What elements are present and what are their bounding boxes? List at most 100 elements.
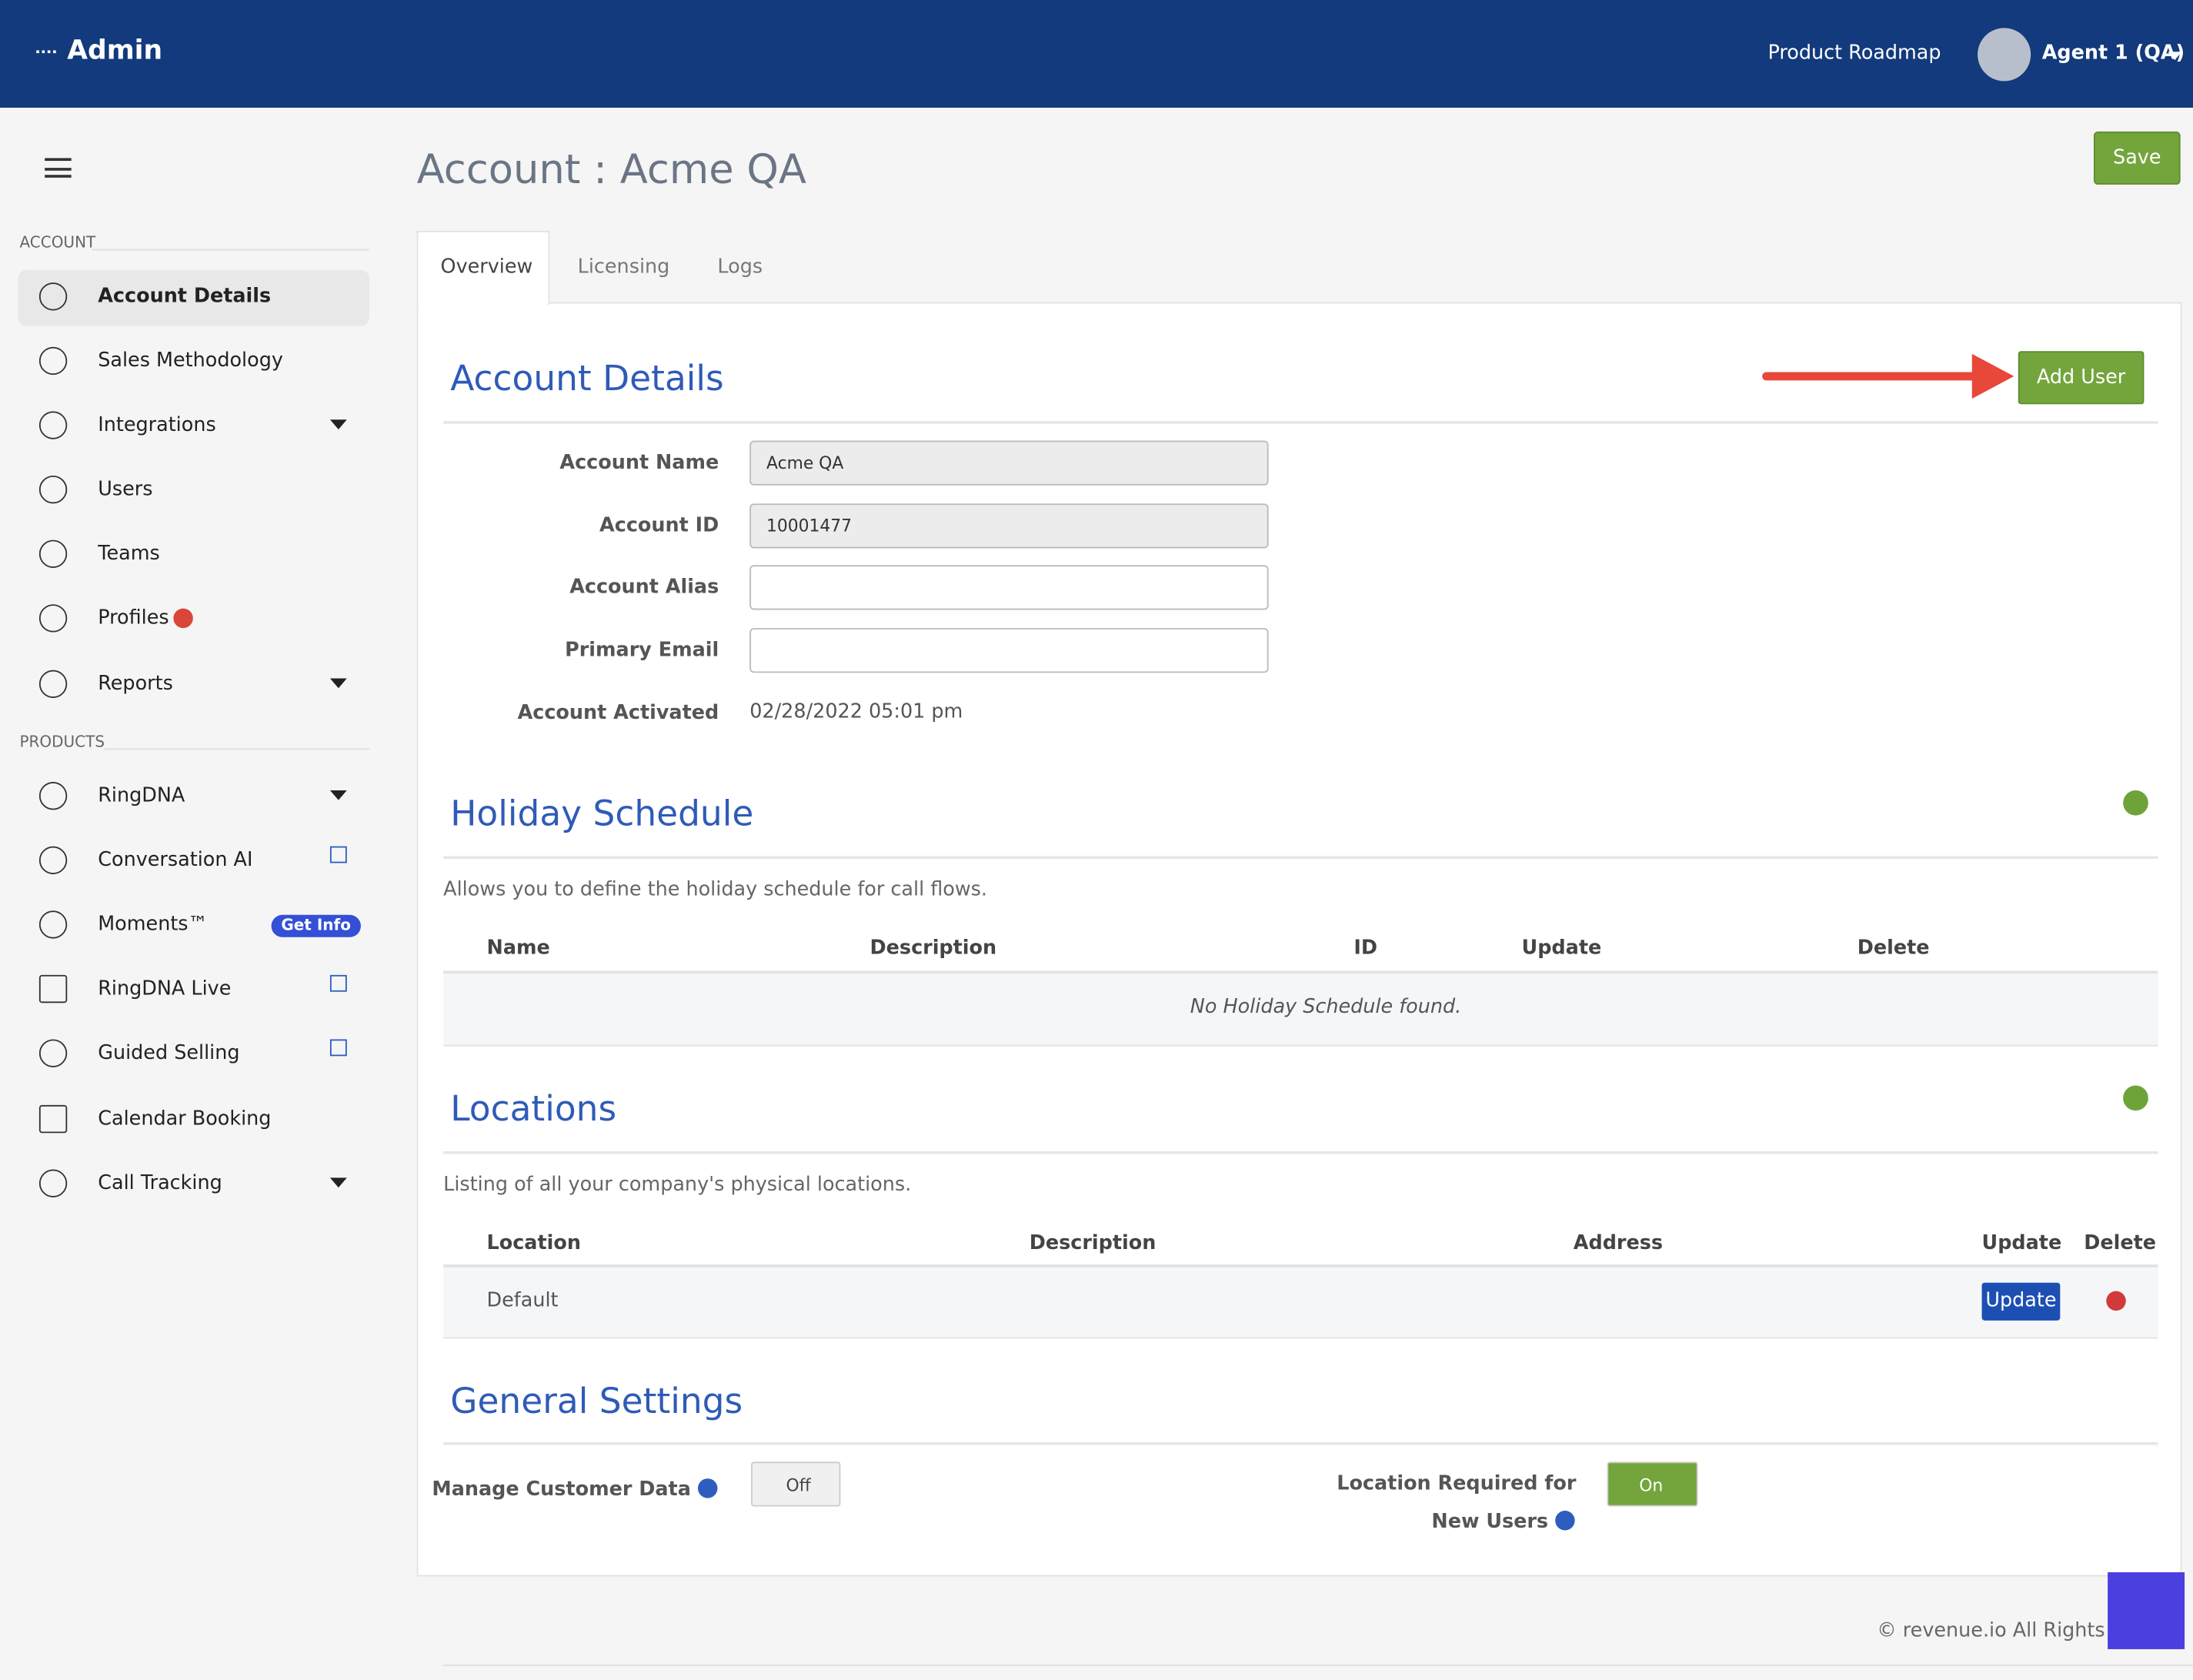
nav-item[interactable]: Integrations: [98, 414, 216, 437]
tab[interactable]: Overview: [440, 256, 533, 279]
avatar[interactable]: [1978, 28, 2031, 82]
brand[interactable]: Admin: [67, 35, 163, 66]
nav-item[interactable]: Account Details: [98, 285, 272, 308]
input: 10001477: [749, 503, 1269, 549]
column-header: Update: [1521, 937, 1602, 960]
tab[interactable]: Licensing: [577, 256, 670, 279]
column-header: Update: [1981, 1232, 2062, 1255]
badge[interactable]: Get Info: [271, 914, 361, 937]
toggle-on[interactable]: On: [1607, 1461, 1698, 1507]
caret: [329, 1177, 347, 1188]
nav-icon: [38, 604, 68, 633]
page-title: Account : Acme QA: [416, 145, 806, 193]
external-icon: [329, 1039, 347, 1057]
nav-icon: [38, 974, 68, 1004]
nav-item[interactable]: Sales Methodology: [98, 349, 283, 372]
tab[interactable]: Logs: [717, 256, 763, 279]
nav-icon: [38, 346, 68, 376]
nav-icon: [38, 782, 68, 810]
empty-text: No Holiday Schedule found.: [1190, 996, 1462, 1019]
active-item: [18, 269, 369, 326]
nav-icon: [38, 539, 68, 568]
input: Acme QA: [749, 440, 1269, 486]
menu-toggle[interactable]: [45, 158, 72, 178]
setting-label: Manage Customer Data: [432, 1478, 691, 1501]
column-header: ID: [1354, 937, 1378, 960]
divider: [443, 421, 2158, 424]
external-icon: [329, 974, 347, 992]
external-icon: [329, 846, 347, 863]
save-button[interactable]: Save: [2093, 131, 2181, 185]
input[interactable]: [749, 565, 1269, 610]
activated-value: 02/28/2022 05:01 pm: [749, 700, 963, 723]
nav-item[interactable]: Moments™: [98, 913, 209, 936]
field-label: Account Activated: [517, 702, 719, 725]
nav-item[interactable]: RingDNA Live: [98, 977, 232, 1000]
chat-widget[interactable]: [2108, 1571, 2185, 1649]
section-heading: Account Details: [450, 358, 724, 399]
add-icon[interactable]: [2123, 790, 2148, 816]
nav-item[interactable]: RingDNA: [98, 784, 185, 807]
location-name: Default: [486, 1289, 559, 1312]
toggle-off[interactable]: Off: [751, 1461, 841, 1507]
nav-icon: [38, 1039, 68, 1067]
help-icon[interactable]: [1555, 1511, 1575, 1531]
tab-active[interactable]: [416, 230, 550, 306]
divider: [443, 1441, 2158, 1445]
help-icon[interactable]: [697, 1478, 718, 1498]
user-menu[interactable]: Agent 1 (QA): [2041, 42, 2185, 65]
nav-item[interactable]: Guided Selling: [98, 1042, 240, 1065]
column-header: Location: [486, 1232, 581, 1255]
column-header: Description: [870, 937, 997, 960]
section-heading: Holiday Schedule: [450, 793, 754, 834]
setting-label: New Users: [1431, 1511, 1549, 1534]
arrow-head: [1971, 353, 2014, 399]
field-label: Primary Email: [565, 639, 719, 662]
nav-item[interactable]: Profiles: [98, 606, 169, 630]
column-header: Address: [1573, 1232, 1664, 1255]
add-user-button[interactable]: Add User: [2018, 351, 2145, 405]
caret: [329, 419, 347, 430]
footer-line: [443, 1664, 2193, 1666]
divider: [443, 1151, 2158, 1154]
location-row: [443, 1264, 2158, 1339]
nav-icon: [38, 411, 68, 439]
caret: [329, 678, 347, 689]
section-heading: Locations: [450, 1088, 617, 1129]
nav-item[interactable]: Calendar Booking: [98, 1107, 272, 1131]
nav-item[interactable]: Teams: [98, 543, 160, 566]
divider: [443, 856, 2158, 860]
update-button[interactable]: Update: [1981, 1282, 2061, 1321]
menu-toggle-mid: [45, 168, 72, 171]
delete-icon[interactable]: [2106, 1291, 2126, 1311]
section-title: ACCOUNT: [19, 233, 96, 252]
setting-label: Location Required for: [1337, 1472, 1577, 1496]
section-heading: General Settings: [450, 1380, 743, 1421]
input[interactable]: [749, 628, 1269, 673]
empty-row: [443, 970, 2158, 1047]
nav-icon: [38, 1169, 68, 1197]
column-header: Name: [486, 937, 550, 960]
description: Allows you to define the holiday schedul…: [443, 878, 987, 901]
nav-item[interactable]: Reports: [98, 673, 173, 696]
panel: [416, 302, 2182, 1577]
nav-item[interactable]: Users: [98, 478, 153, 501]
top-bar: [0, 0, 2193, 108]
nav-icon: [38, 910, 68, 939]
divider: [103, 748, 369, 750]
column-header: Description: [1029, 1232, 1157, 1255]
field-label: Account Alias: [569, 576, 719, 599]
nav-icon: [38, 475, 68, 504]
divider: [92, 249, 369, 251]
description: Listing of all your company's physical l…: [443, 1173, 912, 1197]
nav-item[interactable]: Call Tracking: [98, 1172, 222, 1195]
nav-icon: [38, 670, 68, 698]
nav-item[interactable]: Conversation AI: [98, 849, 253, 872]
arrow: [1762, 372, 1986, 381]
section-title: PRODUCTS: [19, 733, 105, 752]
field-label: Account ID: [599, 514, 719, 537]
roadmap-link[interactable]: Product Roadmap: [1767, 42, 1941, 65]
add-icon[interactable]: [2123, 1085, 2148, 1111]
column-header: Delete: [2084, 1232, 2157, 1255]
